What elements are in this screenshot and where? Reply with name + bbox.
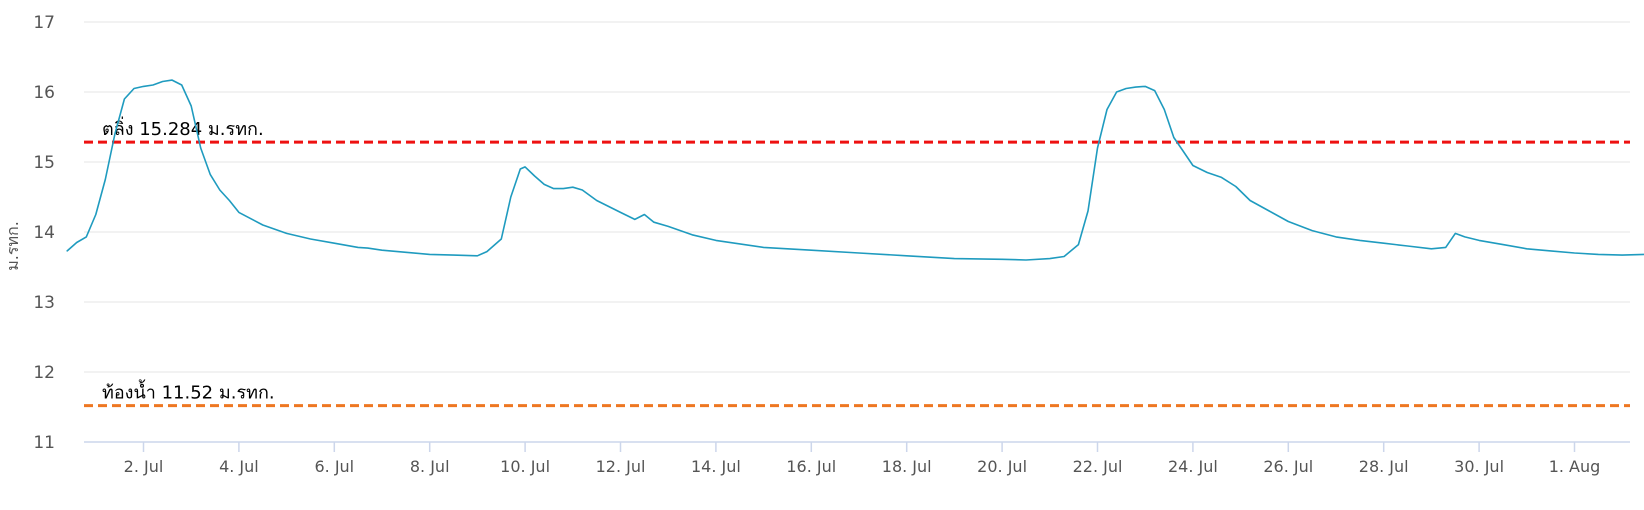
x-tick-label: 4. Jul [219,457,259,476]
y-tick-label: 12 [33,363,55,383]
reference-line-label: ตลิ่ง 15.284 ม.รทก. [102,116,264,140]
grid-layer [84,21,1630,373]
x-tick-label: 2. Jul [124,457,164,476]
x-tick-label: 22. Jul [1073,457,1123,476]
y-tick-label: 16 [33,83,55,103]
reference-line-label: ท้องน้ำ 11.52 ม.รทก. [102,380,275,404]
y-tick-label: 11 [33,433,55,453]
x-tick-label: 10. Jul [500,457,550,476]
series-layer [66,79,1644,261]
y-tick-label: 15 [33,153,55,173]
x-tick-label: 14. Jul [691,457,741,476]
y-tick-labels: 11 12 13 14 15 16 17 [33,13,55,453]
y-axis-title: ม.รทก. [3,221,22,271]
x-tick-label: 18. Jul [882,457,932,476]
x-tick-label: 26. Jul [1263,457,1313,476]
x-tick-label: 6. Jul [314,457,354,476]
y-tick-label: 17 [33,13,55,33]
y-tick-label: 13 [33,293,55,313]
x-tick-label: 12. Jul [596,457,646,476]
y-tick-label: 14 [33,223,55,243]
x-tick-label: 24. Jul [1168,457,1218,476]
x-axis: 2. Jul 4. Jul 6. Jul 8. Jul 10. Jul 12. Jul 14… [84,441,1630,476]
x-tick-label: 20. Jul [977,457,1027,476]
reference-lines: ตลิ่ง 15.284 ม.รทก. ท้องน้ำ 11.52 ม.รทก. [84,116,1630,408]
x-tick-label: 30. Jul [1454,457,1504,476]
x-tick-label: 8. Jul [410,457,450,476]
x-tick-label: 16. Jul [786,457,836,476]
water-level-series-line [66,79,1644,261]
x-tick-label: 1. Aug [1549,457,1601,476]
x-tick-label: 28. Jul [1359,457,1409,476]
